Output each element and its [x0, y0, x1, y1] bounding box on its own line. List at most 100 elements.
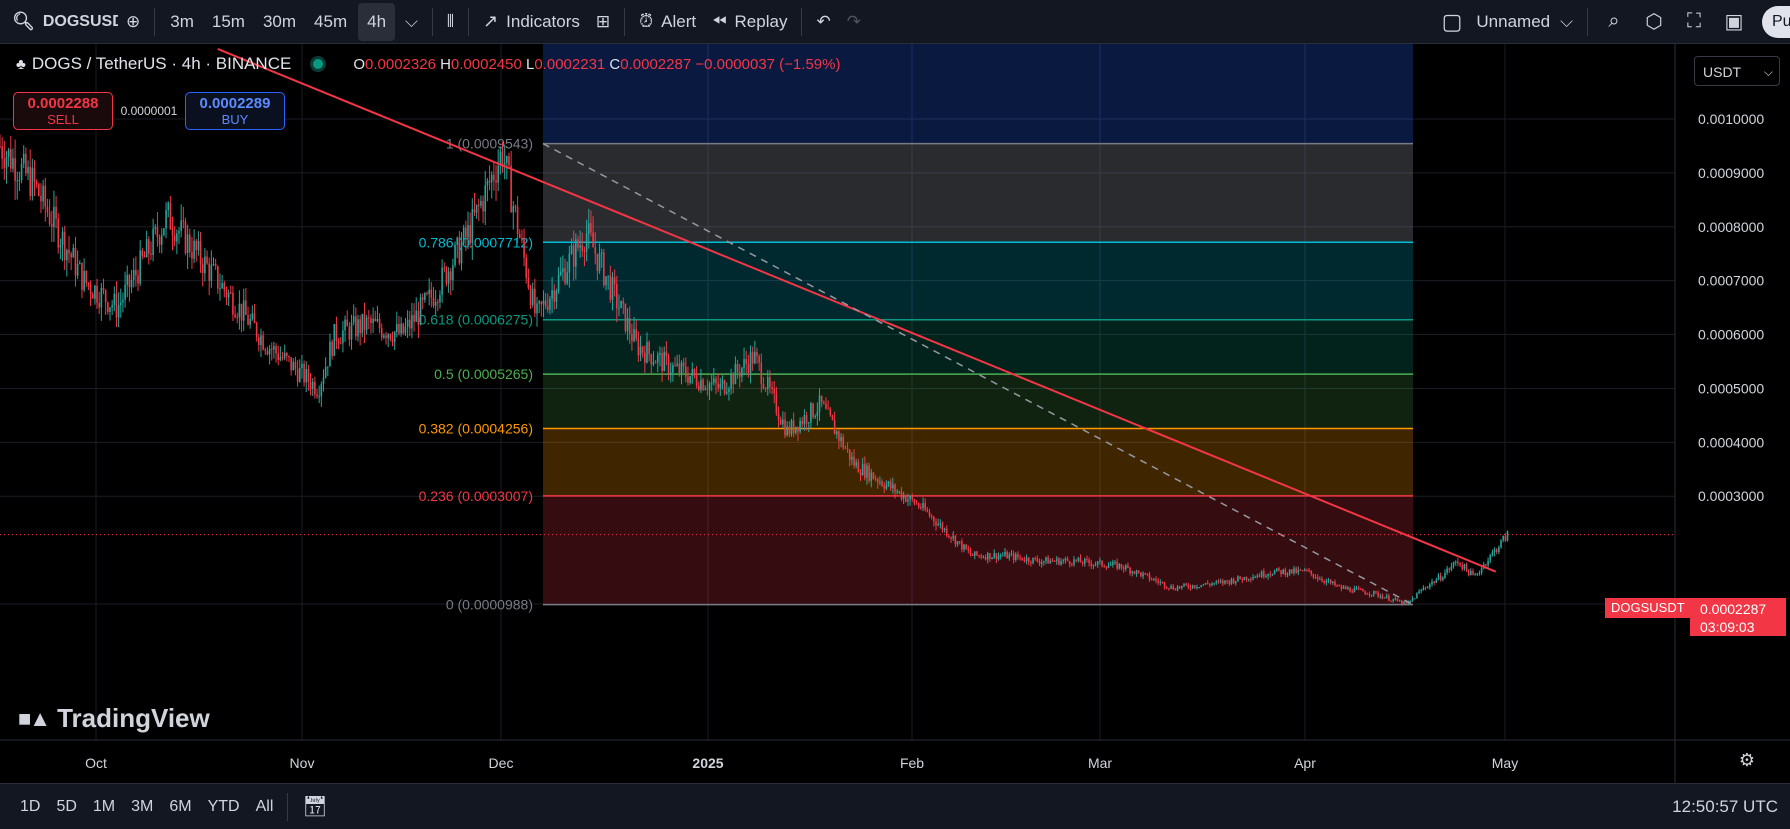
candle-body	[525, 257, 528, 278]
candle-body	[350, 322, 353, 340]
symbol-search[interactable]: 🔍︎ DOGSUSD	[0, 0, 118, 44]
logo-text: TradingView	[57, 703, 210, 733]
axis-settings-icon[interactable]: ⚙	[1739, 750, 1755, 771]
candle-body	[1269, 574, 1272, 576]
candle-body	[766, 377, 769, 389]
candle-body	[119, 302, 122, 306]
price-axis[interactable]: 0.0010000 0.0009000 0.0008000 0.0007000 0.00…	[1698, 111, 1764, 612]
y-tick-label: 0.0003000	[1698, 488, 1764, 504]
range-6m[interactable]: 6M	[169, 797, 192, 815]
alert-button[interactable]: ⏰︎ Alert	[631, 0, 704, 44]
candle-body	[807, 422, 810, 424]
candle-body	[1459, 563, 1461, 566]
chevron-down-icon: ⌵	[1560, 11, 1573, 31]
range-1m[interactable]: 1M	[92, 797, 116, 815]
timeframe-dropdown[interactable]: ⌵	[397, 0, 426, 44]
alert-label: Alert	[661, 11, 697, 31]
candle-body	[1142, 573, 1144, 577]
candle-body	[827, 408, 829, 410]
time-axis[interactable]: Oct Nov Dec 2025 Feb Mar Apr May	[85, 755, 1518, 771]
candle-body	[458, 237, 461, 264]
timeframe-15m[interactable]: 15m	[211, 11, 245, 31]
candle-body	[986, 553, 989, 560]
candle-body	[55, 206, 57, 219]
snapshot-button[interactable]: ▣	[1714, 0, 1754, 44]
candle-body	[678, 363, 681, 374]
candle-body	[756, 351, 758, 357]
candle-body	[641, 346, 644, 353]
candle-body	[94, 285, 96, 299]
tradingview-logo[interactable]: ■▲ TradingView	[18, 703, 210, 734]
candle-body	[20, 163, 23, 180]
range-ytd[interactable]: YTD	[207, 797, 240, 815]
candle-body	[1495, 549, 1498, 552]
buy-button[interactable]: 0.0002289 BUY	[185, 92, 285, 130]
chart-type-button[interactable]: ⫴	[439, 0, 462, 44]
x-tick-label: May	[1492, 755, 1518, 771]
layout-menu[interactable]: ▢ Unnamed ⌵	[1434, 0, 1581, 44]
candle-body	[214, 264, 217, 267]
candle-body	[7, 149, 10, 157]
range-all[interactable]: All	[255, 797, 274, 815]
candle-body	[984, 557, 987, 560]
replay-button[interactable]: ⏪︎ Replay	[704, 0, 795, 44]
candle-body	[223, 282, 226, 291]
candle-body	[1112, 562, 1114, 565]
drawings[interactable]	[0, 48, 1675, 606]
candle-body	[303, 363, 305, 383]
candle-body	[1431, 581, 1433, 585]
candle-body	[633, 329, 635, 342]
layout-square-icon: ▢	[1441, 8, 1463, 34]
timeframe-45m[interactable]: 45m	[314, 11, 348, 31]
candle-body	[1068, 561, 1071, 565]
fib-trend-line[interactable]	[542, 142, 1414, 606]
redo-button[interactable]: ↷	[839, 0, 869, 44]
goto-date-button[interactable]: 📅︎	[294, 794, 335, 819]
candle-body	[391, 339, 394, 343]
fib-band	[543, 428, 1413, 496]
candle-body	[706, 388, 709, 390]
candle-body	[529, 287, 532, 306]
candle-body	[130, 279, 133, 288]
compare-button[interactable]: ⊕	[118, 0, 148, 44]
range-1d[interactable]: 1D	[20, 797, 41, 815]
currency-select[interactable]: USDT ⌵	[1694, 56, 1780, 86]
sell-button[interactable]: 0.0002288 SELL	[13, 92, 113, 130]
indicators-button[interactable]: ↗ Indicators	[475, 0, 588, 44]
range-3m[interactable]: 3M	[131, 797, 154, 815]
candle-body	[1275, 568, 1278, 571]
candle-body	[1444, 572, 1446, 578]
candle-body	[1383, 597, 1386, 599]
quick-search-button[interactable]: ⌕	[1594, 0, 1634, 44]
candle-body	[823, 402, 825, 404]
settings-button[interactable]: ⬡	[1634, 0, 1674, 44]
candle-body	[1401, 600, 1403, 605]
templates-button[interactable]: ⊞	[588, 0, 618, 44]
candle-body	[1364, 591, 1366, 594]
timeframe-30m[interactable]: 30m	[262, 11, 297, 31]
timeframe-3m[interactable]: 3m	[170, 11, 194, 31]
candle-body	[1247, 579, 1250, 581]
candle-body	[1416, 593, 1418, 599]
legend-title[interactable]: DOGS / TetherUS · 4h · BINANCE	[31, 54, 292, 73]
price-chart[interactable]: 1 (0.0009543) 0.786 (0.0007712) 0.618 (0.0…	[0, 44, 1790, 783]
tradingview-logo-icon: ■▲	[18, 705, 51, 731]
utc-clock[interactable]: 12:50:57 UTC	[1672, 796, 1778, 816]
candle-body	[1092, 564, 1095, 566]
candle-body	[913, 499, 916, 504]
candle-body	[1476, 573, 1479, 575]
candle-body	[449, 271, 452, 281]
candle-body	[139, 250, 141, 284]
range-5d[interactable]: 5D	[56, 797, 77, 815]
fullscreen-button[interactable]: ⛶	[1674, 0, 1714, 44]
candle-body	[1396, 598, 1399, 602]
timeframe-4h[interactable]: 4h	[358, 2, 396, 41]
candle-body	[240, 303, 243, 321]
undo-button[interactable]: ↶	[808, 0, 838, 44]
publish-button[interactable]: Pu	[1762, 6, 1790, 38]
candle-body	[424, 293, 426, 300]
candle-body	[917, 503, 920, 507]
fib-retracement[interactable]: 1 (0.0009543) 0.786 (0.0007712) 0.618 (0.0…	[419, 44, 1413, 613]
candle-body	[482, 200, 484, 212]
candle-body	[352, 316, 355, 323]
